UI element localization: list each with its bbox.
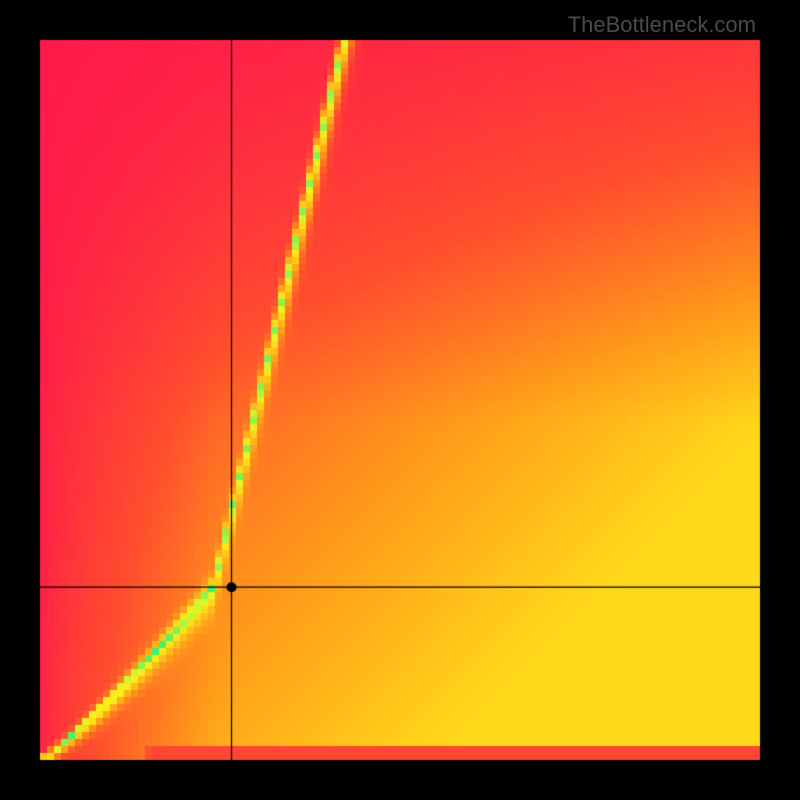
heatmap-canvas: [0, 0, 800, 800]
watermark-text: TheBottleneck.com: [568, 12, 756, 38]
